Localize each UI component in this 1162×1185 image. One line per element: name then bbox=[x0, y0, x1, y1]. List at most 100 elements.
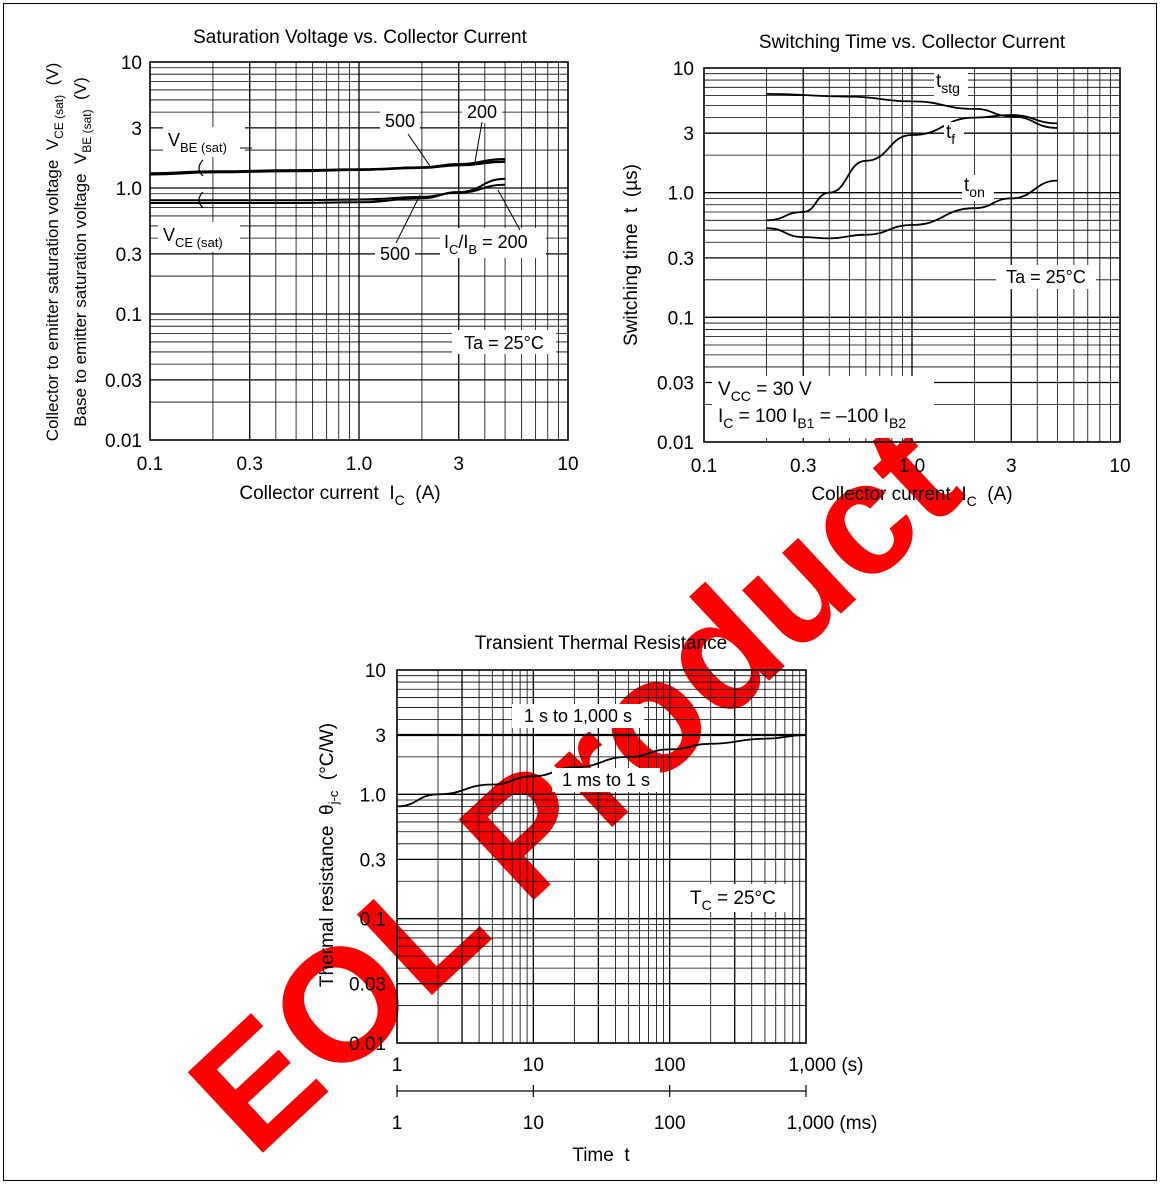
annotation-ta: Ta = 25°C bbox=[464, 333, 544, 353]
label-background bbox=[962, 175, 994, 201]
y-tick-label: 10 bbox=[121, 53, 142, 74]
annotation-tstg: tstg bbox=[936, 71, 960, 96]
label-background bbox=[440, 228, 546, 258]
chart-thermal-resistance: Transient Thermal Resistance Time t Ther… bbox=[317, 633, 877, 1166]
y-tick-label: 3 bbox=[375, 726, 386, 747]
x-tick-label: 1.0 bbox=[346, 454, 372, 475]
annotation-ton: ton bbox=[964, 175, 985, 200]
label-background bbox=[452, 330, 556, 354]
x-axis-label: Collector current IC (A) bbox=[239, 483, 440, 508]
y-axis-label-vbe: Base to emitter saturation voltage VBE (… bbox=[71, 77, 94, 427]
annotation-1s-1000s: 1 s to 1,000 s bbox=[524, 706, 632, 726]
label-background bbox=[934, 70, 968, 96]
label-background bbox=[944, 122, 964, 148]
x-tick-label: 3 bbox=[453, 454, 464, 475]
x-tick-label-s: 1,000 (s) bbox=[789, 1055, 864, 1076]
y-axis-label: Thermal resistance θj-c (°C/W) bbox=[317, 723, 341, 987]
label-background bbox=[462, 101, 502, 123]
y-tick-label: 1.0 bbox=[360, 785, 386, 806]
annotation-ic-ib: IC/IB = 200 bbox=[444, 232, 528, 257]
grid bbox=[397, 670, 806, 1043]
leader-line bbox=[497, 189, 521, 231]
y-tick-label: 3 bbox=[683, 124, 694, 145]
x-tick-label: 3 bbox=[1006, 456, 1017, 477]
plot-frame bbox=[149, 61, 569, 441]
x-tick-label: 0.1 bbox=[691, 456, 717, 477]
x-tick-label-s: 10 bbox=[523, 1055, 544, 1076]
series-line-1ms-1s bbox=[396, 734, 807, 808]
annotation-vbe-sat: VBE (sat) bbox=[168, 130, 227, 155]
series-line-vce-200 bbox=[150, 177, 506, 205]
y-tick-label: 0.03 bbox=[105, 371, 142, 392]
label-background bbox=[163, 127, 245, 157]
label-background bbox=[996, 265, 1096, 289]
label-background bbox=[158, 222, 240, 252]
y-tick-label: 0.03 bbox=[349, 975, 386, 996]
leader-line bbox=[407, 133, 431, 167]
y-tick-label: 0.01 bbox=[105, 431, 142, 452]
annotation-vcc: VCC = 30 V bbox=[718, 379, 812, 404]
series-line-tstg bbox=[766, 93, 1058, 129]
chart-title: Transient Thermal Resistance bbox=[475, 633, 727, 654]
grid bbox=[704, 68, 1120, 442]
x-tick-label: 0.1 bbox=[137, 454, 163, 475]
series-line-ton bbox=[766, 179, 1058, 240]
label-background bbox=[686, 884, 790, 912]
y-tick-label: 0.01 bbox=[349, 1034, 386, 1055]
y-tick-label: 0.1 bbox=[360, 910, 386, 931]
annotation-500-top: 500 bbox=[385, 111, 415, 131]
y-tick-label: 1.0 bbox=[116, 179, 142, 200]
annotation-tf: tf bbox=[946, 122, 955, 147]
chart-title: Saturation Voltage vs. Collector Current bbox=[193, 27, 527, 48]
x-tick-label-s: 1 bbox=[392, 1055, 403, 1076]
annotation-200-top: 200 bbox=[467, 102, 497, 122]
label-background bbox=[712, 376, 934, 438]
y-tick-label: 10 bbox=[673, 59, 694, 80]
x-tick-label-ms: 1 bbox=[392, 1113, 403, 1134]
plot-frame bbox=[396, 669, 807, 1044]
x-tick-label-ms: 1,000 (ms) bbox=[787, 1113, 878, 1134]
y-tick-label: 0.1 bbox=[668, 308, 694, 329]
y-tick-label: 3 bbox=[131, 119, 142, 140]
plot-frame bbox=[703, 67, 1121, 443]
y-tick-label: 0.03 bbox=[657, 374, 694, 395]
annotation-vce-sat: VCE (sat) bbox=[163, 225, 223, 250]
x-tick-label: 0.3 bbox=[237, 454, 263, 475]
y-tick-label: 0.3 bbox=[116, 245, 142, 266]
x-tick-label-s: 100 bbox=[654, 1055, 686, 1076]
x-tick-label: 0.3 bbox=[790, 456, 816, 477]
x-tick-label: 10 bbox=[1109, 456, 1130, 477]
series-line-vbe-200 bbox=[149, 158, 506, 176]
y-tick-label: 10 bbox=[365, 661, 386, 682]
x-axis-label: Collector current IC (A) bbox=[811, 484, 1012, 509]
x-axis-label: Time t bbox=[572, 1145, 630, 1166]
annotation-tc: TC = 25°C bbox=[690, 888, 776, 913]
y-tick-label: 1.0 bbox=[668, 184, 694, 205]
annotation-500-bottom: 500 bbox=[380, 244, 410, 264]
label-background bbox=[552, 768, 660, 792]
y-axis-label: Switching time t (µs) bbox=[621, 164, 642, 346]
label-background bbox=[380, 110, 420, 132]
annotation-ic-ib: IC = 100 IB1 = –100 IB2 bbox=[718, 406, 906, 431]
leader-line bbox=[395, 194, 421, 244]
brace-icon bbox=[198, 159, 204, 209]
page-frame bbox=[3, 3, 1157, 1181]
x-tick-label-ms: 100 bbox=[654, 1113, 686, 1134]
grid bbox=[150, 62, 568, 440]
chart-title: Switching Time vs. Collector Current bbox=[759, 32, 1066, 53]
y-tick-label: 0.1 bbox=[116, 305, 142, 326]
y-tick-label: 0.01 bbox=[657, 433, 694, 454]
y-tick-label: 0.3 bbox=[360, 850, 386, 871]
annotation-1ms-1s: 1 ms to 1 s bbox=[562, 770, 650, 790]
leader-line bbox=[474, 121, 483, 163]
y-axis-label-vce: Collector to emitter saturation voltage … bbox=[43, 63, 66, 442]
chart-switching-time: Switching Time vs. Collector Current Col… bbox=[621, 32, 1131, 509]
annotation-ta: Ta = 25°C bbox=[1006, 267, 1086, 287]
x-tick-label: 10 bbox=[557, 454, 578, 475]
y-tick-label: 0.3 bbox=[668, 249, 694, 270]
label-background bbox=[375, 242, 415, 264]
chart-saturation-voltage: Saturation Voltage vs. Collector Current… bbox=[43, 27, 579, 508]
series-line-tf bbox=[766, 114, 1058, 222]
label-background bbox=[512, 704, 644, 728]
